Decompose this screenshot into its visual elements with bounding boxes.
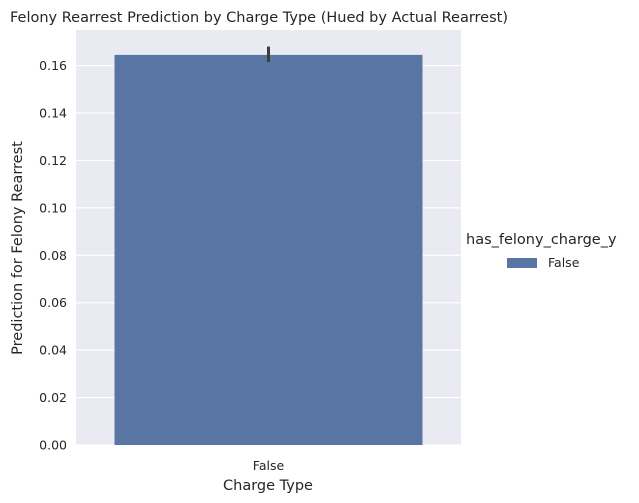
x-tick-label: False [253, 458, 285, 473]
y-axis-label: Prediction for Felony Rearrest [10, 141, 26, 355]
legend: has_felony_charge_y False [466, 232, 617, 270]
y-tick-label: 0.08 [39, 248, 67, 263]
y-tick-label: 0.12 [39, 153, 67, 168]
y-tick-label: 0.16 [39, 58, 67, 73]
y-tick-label: 0.00 [39, 438, 67, 453]
legend-swatch [507, 258, 537, 268]
legend-title: has_felony_charge_y [466, 232, 617, 248]
legend-entries: False [507, 255, 580, 270]
y-tick-label: 0.06 [39, 295, 67, 310]
y-tick-label: 0.14 [39, 106, 67, 121]
bar [114, 54, 423, 446]
y-tick-label: 0.04 [39, 343, 67, 358]
y-tick-label: 0.02 [39, 390, 67, 405]
y-tick-labels: 0.00 0.02 0.04 0.06 0.08 0.10 0.12 0.14 0.16 [39, 58, 67, 452]
y-tick-label: 0.10 [39, 200, 67, 215]
bars [114, 46, 423, 446]
x-tick-labels: False [253, 458, 285, 473]
x-axis-label: Charge Type [223, 478, 313, 494]
chart-title: Felony Rearrest Prediction by Charge Typ… [10, 10, 508, 26]
legend-label: False [548, 255, 580, 270]
